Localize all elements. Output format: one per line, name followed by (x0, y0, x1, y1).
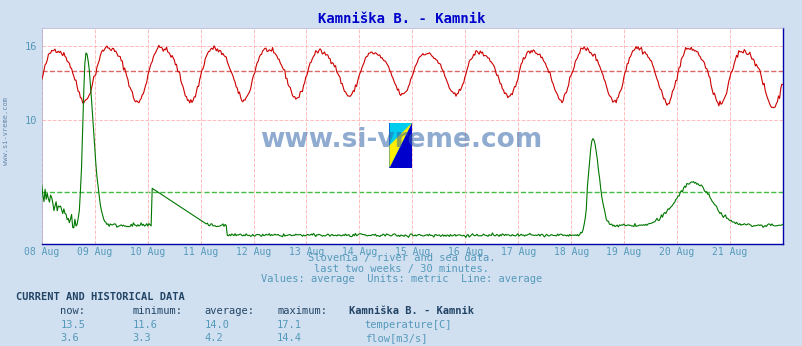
Text: maximum:: maximum: (277, 306, 326, 316)
Text: 17.1: 17.1 (277, 320, 302, 330)
Text: flow[m3/s]: flow[m3/s] (364, 333, 427, 343)
Text: 11.6: 11.6 (132, 320, 157, 330)
Text: 14.4: 14.4 (277, 333, 302, 343)
Text: CURRENT AND HISTORICAL DATA: CURRENT AND HISTORICAL DATA (16, 292, 184, 302)
Text: www.si-vreme.com: www.si-vreme.com (3, 98, 10, 165)
Text: minimum:: minimum: (132, 306, 182, 316)
Text: Values: average  Units: metric  Line: average: Values: average Units: metric Line: aver… (261, 274, 541, 284)
Polygon shape (389, 123, 411, 168)
Polygon shape (389, 123, 411, 168)
Text: Slovenia / river and sea data.: Slovenia / river and sea data. (307, 253, 495, 263)
Text: last two weeks / 30 minutes.: last two weeks / 30 minutes. (314, 264, 488, 274)
Text: average:: average: (205, 306, 254, 316)
Text: temperature[C]: temperature[C] (364, 320, 452, 330)
Polygon shape (389, 123, 411, 168)
Text: 4.2: 4.2 (205, 333, 223, 343)
Text: Kamniška B. - Kamnik: Kamniška B. - Kamnik (349, 306, 474, 316)
Polygon shape (389, 123, 411, 168)
Text: 3.6: 3.6 (60, 333, 79, 343)
Text: 13.5: 13.5 (60, 320, 85, 330)
Text: Kamniška B. - Kamnik: Kamniška B. - Kamnik (318, 12, 484, 26)
Text: 14.0: 14.0 (205, 320, 229, 330)
Text: now:: now: (60, 306, 85, 316)
Text: www.si-vreme.com: www.si-vreme.com (260, 127, 542, 153)
Text: 3.3: 3.3 (132, 333, 151, 343)
